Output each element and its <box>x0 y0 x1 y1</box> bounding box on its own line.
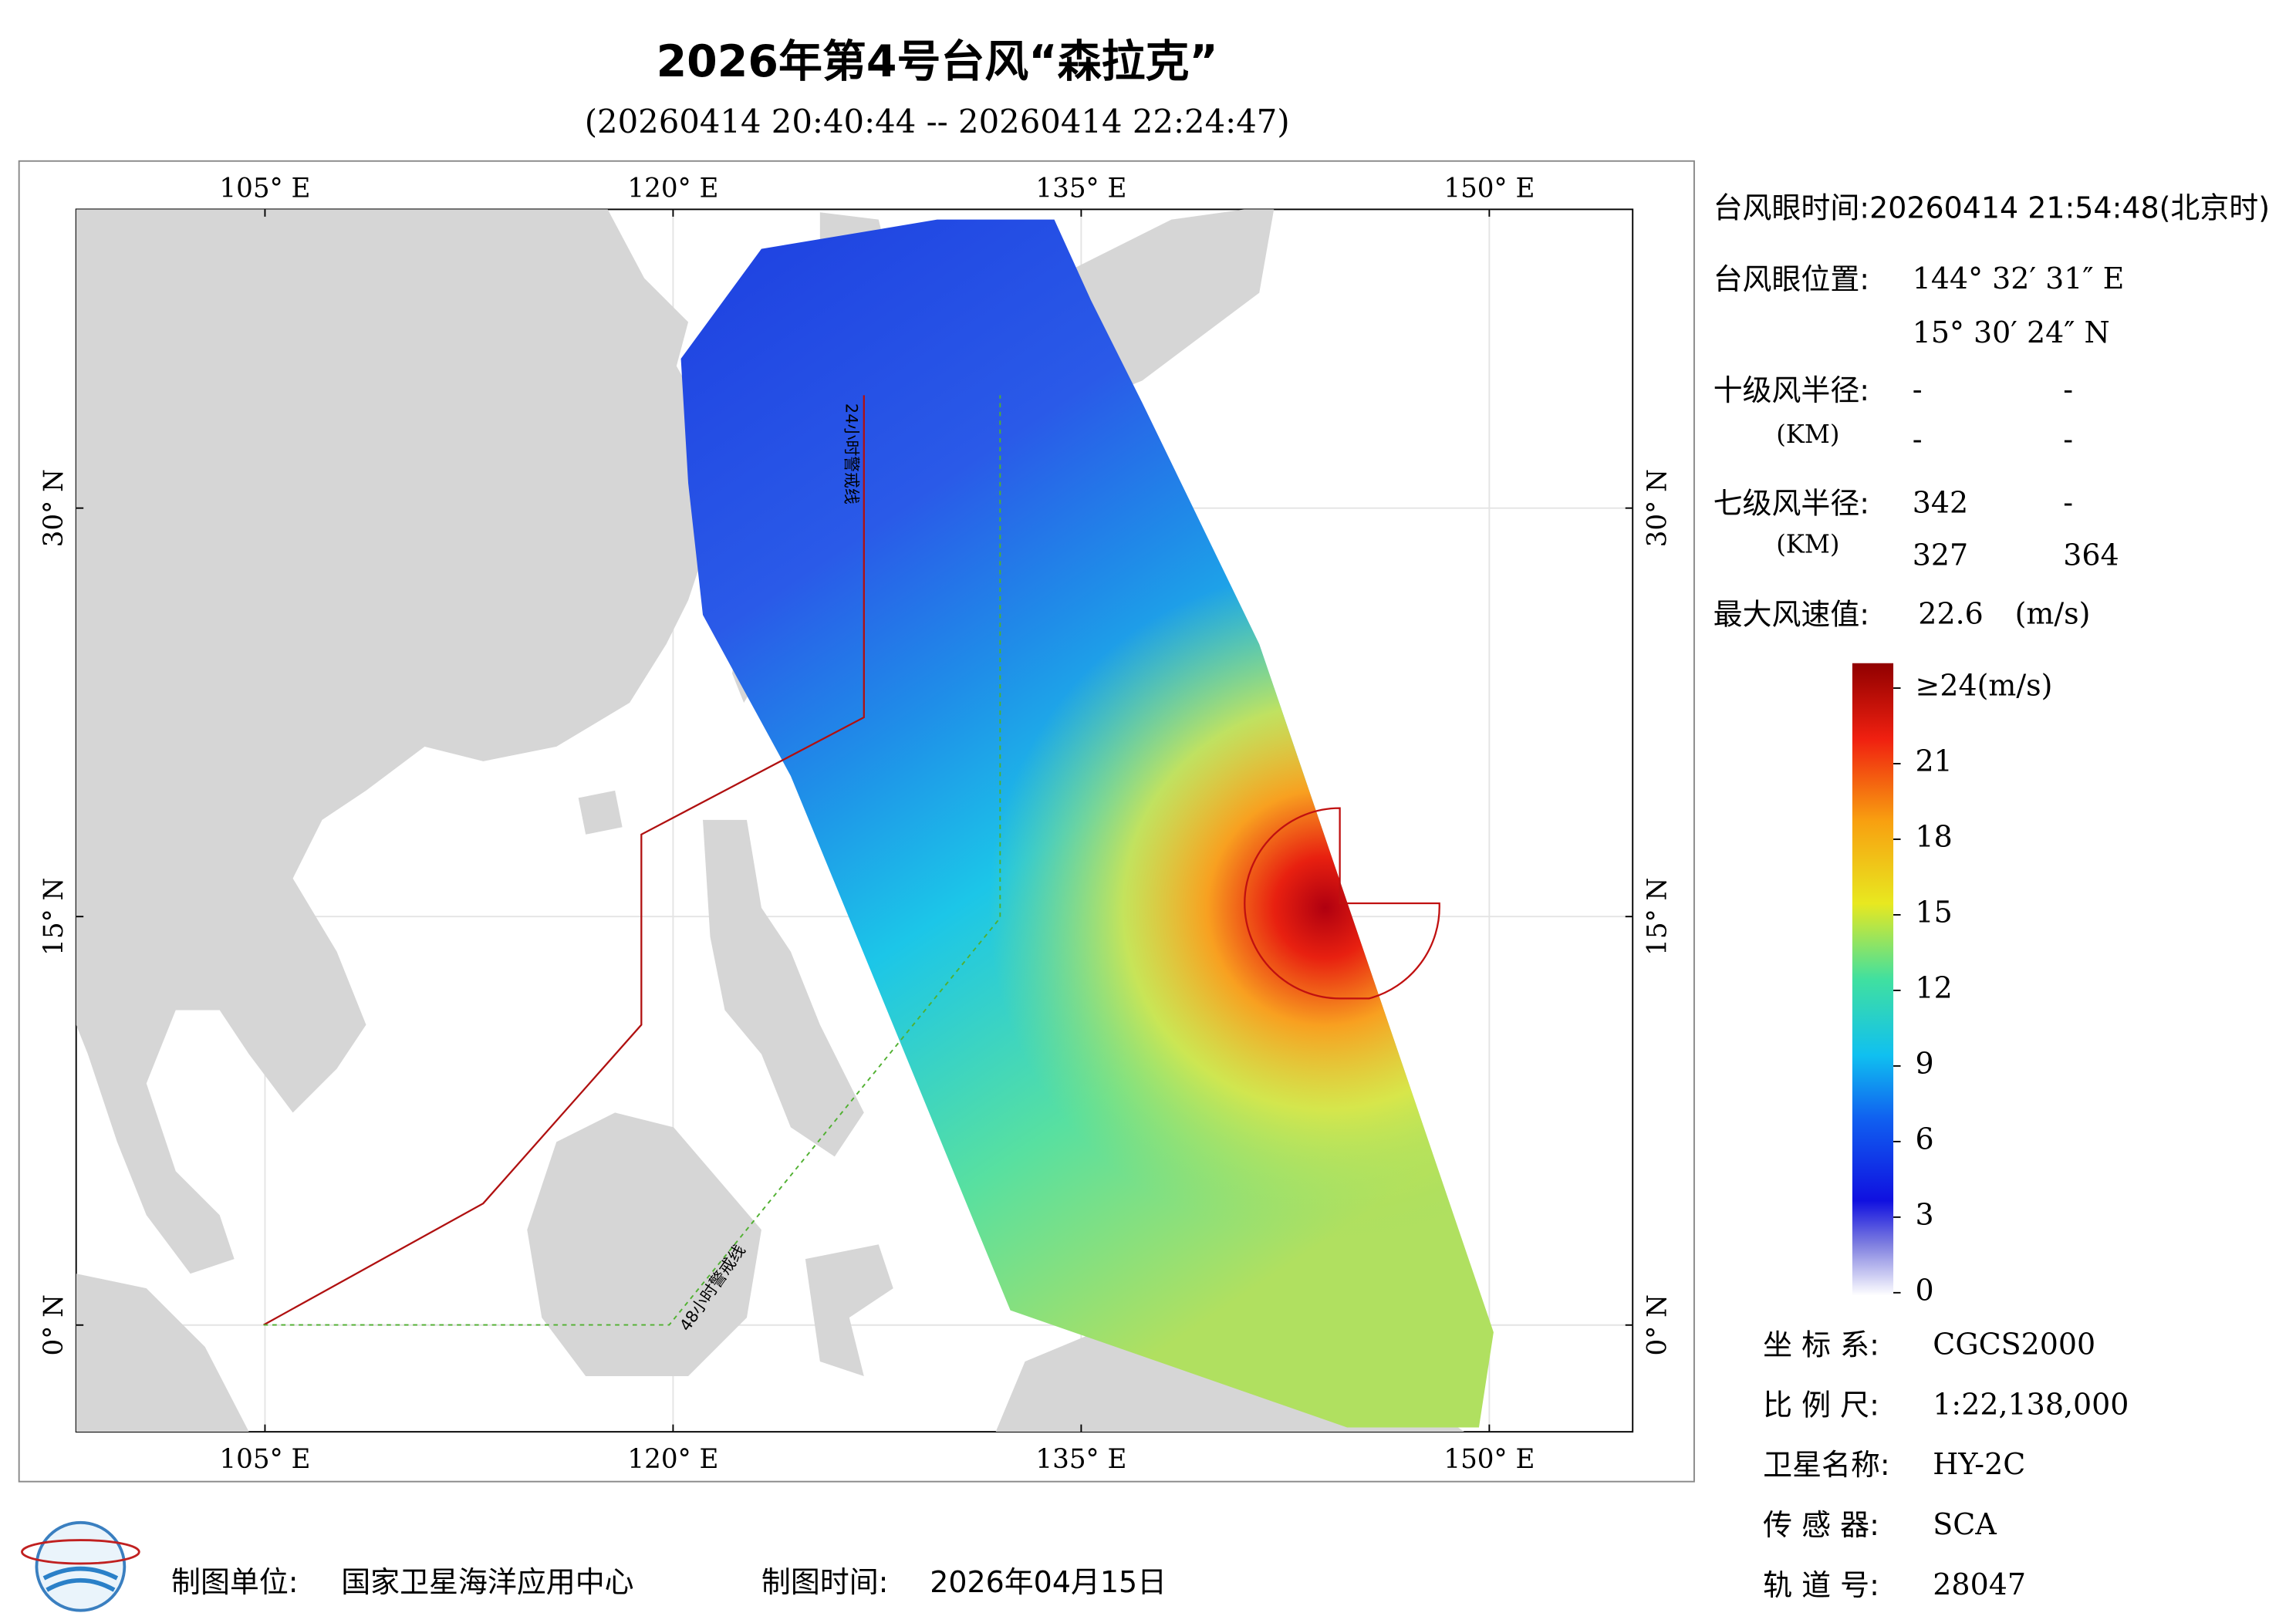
colorbar-label: 6 <box>1916 1122 1934 1156</box>
value: 20260414 21:54:48(北京时) <box>1869 191 2270 224</box>
colorbar-label: 0 <box>1916 1273 1934 1307</box>
colorbar-label: ≥24(m/s) <box>1916 669 2053 703</box>
value: - <box>2063 373 2073 407</box>
lat-label: 0° N <box>1642 1294 1673 1356</box>
meta-label: 传 感 器: <box>1763 1508 1879 1542</box>
meta-label: 轨 道 号: <box>1763 1568 1879 1602</box>
meta-label: 卫星名称: <box>1763 1448 1890 1482</box>
label: 七级风半径: <box>1714 486 1869 520</box>
outer-frame <box>18 160 1695 1483</box>
subtitle: (20260414 20:40:44 -- 20260414 22:24:47) <box>585 103 1290 140</box>
meta-label: 坐 标 系: <box>1763 1328 1879 1362</box>
colorbar-label: 3 <box>1916 1197 1934 1231</box>
label: 台风眼位置: <box>1714 262 1869 296</box>
wind-radius <box>1244 807 1440 1000</box>
value: - <box>1913 373 1923 407</box>
value: 144° 32′ 31″ E <box>1913 262 2125 295</box>
unit: (KM) <box>1776 420 1839 449</box>
footer-value: 2026年04月15日 <box>930 1565 1167 1599</box>
lat-label: 30° N <box>39 469 69 547</box>
value: 15° 30′ 24″ N <box>1913 315 2110 349</box>
colorbar-label: 21 <box>1916 744 1953 778</box>
eye-time: 台风眼时间:20260414 21:54:48(北京时) <box>1714 191 2270 224</box>
colorbar-label: 12 <box>1916 970 1953 1004</box>
meta-value: CGCS2000 <box>1933 1328 2095 1361</box>
meta-label: 比 例 尺: <box>1763 1388 1879 1422</box>
lon-label: 105° E <box>219 1444 310 1475</box>
lon-label: 105° E <box>219 174 310 204</box>
lat-label: 0° N <box>39 1294 69 1356</box>
footer-label: 制图单位: <box>171 1565 299 1599</box>
label: 十级风半径: <box>1714 373 1869 407</box>
value: - <box>1913 423 1923 457</box>
typhoon-core <box>680 219 1494 1428</box>
lon-label: 135° E <box>1035 1444 1126 1475</box>
value: 22.6 <box>1918 597 1983 631</box>
land <box>76 209 755 1274</box>
lon-label: 120° E <box>627 174 718 204</box>
lat-label: 15° N <box>39 878 69 956</box>
lat-label: 30° N <box>1642 469 1673 547</box>
land <box>703 819 864 1157</box>
label: 台风眼时间: <box>1714 191 1869 224</box>
label: 最大风速值: <box>1714 598 1869 632</box>
lon-label: 150° E <box>1443 174 1535 204</box>
lon-label: 135° E <box>1035 174 1126 204</box>
colorbar-label: 9 <box>1916 1046 1934 1080</box>
meta-value: SCA <box>1933 1507 1997 1541</box>
footer-value: 国家卫星海洋应用中心 <box>341 1565 633 1599</box>
value: - <box>2063 485 2073 519</box>
meta-value: HY-2C <box>1933 1447 2025 1481</box>
value: 327 <box>1913 538 1968 572</box>
unit: (m/s) <box>2015 597 2091 631</box>
map-body: 24小时警戒线 48小时警戒线 <box>76 209 1633 1432</box>
title: 2026年第4号台风“森拉克” <box>657 36 1218 87</box>
unit: (KM) <box>1776 529 1839 558</box>
warning-line-24h <box>263 395 865 1326</box>
meta-value: 28047 <box>1933 1567 2026 1601</box>
value: 342 <box>1913 485 1968 519</box>
lon-label: 150° E <box>1443 1444 1535 1475</box>
footer-label: 制图时间: <box>761 1565 889 1599</box>
lat-label: 15° N <box>1642 878 1673 956</box>
meta-value: 1:22,138,000 <box>1933 1387 2129 1421</box>
land <box>76 1112 893 1432</box>
lon-label: 120° E <box>627 1444 718 1475</box>
warning-label: 24小时警戒线 <box>842 403 861 504</box>
colorbar <box>1852 663 1894 1296</box>
warning-line-48h <box>263 395 1001 1326</box>
value: - <box>2063 423 2073 457</box>
colorbar-label: 18 <box>1916 819 1953 853</box>
logo <box>21 1520 140 1612</box>
colorbar-label: 15 <box>1916 895 1953 929</box>
value: 364 <box>2063 538 2119 572</box>
